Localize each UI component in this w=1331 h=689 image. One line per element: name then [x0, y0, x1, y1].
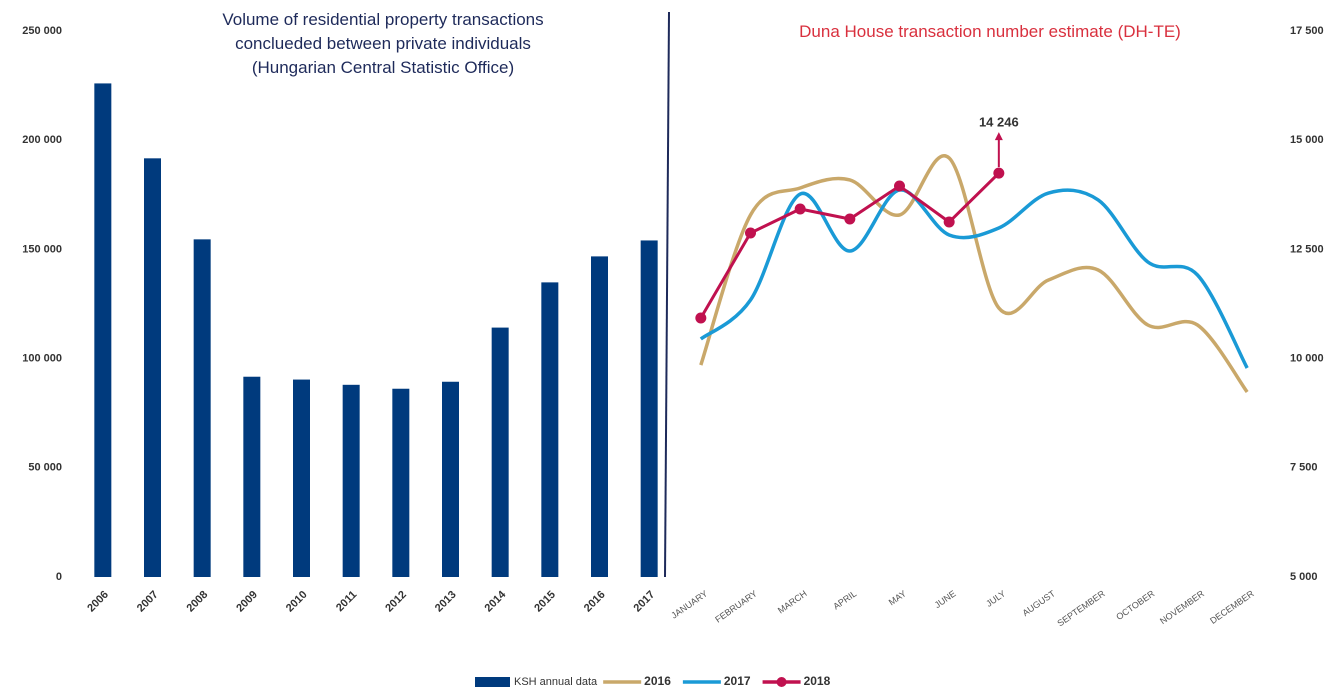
y-tick-label: 50 000 — [28, 462, 62, 474]
x-tick-label: 2013 — [433, 589, 459, 615]
x-tick-label: JUNE — [933, 588, 958, 610]
x-tick-label: 2009 — [234, 589, 260, 615]
line — [699, 153, 1249, 394]
annotation-arrowhead — [994, 132, 1003, 141]
x-tick-label: 2014 — [483, 588, 509, 614]
x-tick-label: 2008 — [185, 589, 211, 615]
x-tick-label: 2011 — [334, 589, 359, 614]
legend-label: KSH annual data — [514, 676, 598, 688]
y-tick-label: 0 — [56, 571, 62, 583]
bar — [392, 388, 410, 577]
marker — [993, 167, 1005, 179]
x-tick-label: 2015 — [532, 589, 558, 615]
legend-label: 2016 — [644, 674, 671, 688]
divider — [664, 11, 670, 578]
legend-label: 2017 — [724, 674, 751, 688]
bar — [243, 376, 261, 577]
bar — [193, 239, 211, 577]
bar — [591, 256, 608, 577]
x-tick-label: OCTOBER — [1114, 588, 1156, 622]
marker — [695, 312, 707, 324]
x-tick-label: JULY — [984, 588, 1007, 608]
x-tick-label: SEPTEMBER — [1055, 588, 1107, 628]
x-tick-label: 2012 — [383, 589, 409, 615]
x-tick-label: FEBRUARY — [713, 588, 759, 624]
x-tick-label: APRIL — [831, 588, 858, 611]
bar — [442, 381, 459, 577]
y-tick-label: 10 000 — [1290, 353, 1324, 365]
y-tick-label: 150 000 — [22, 243, 62, 255]
y-tick-label: 17 500 — [1290, 25, 1324, 37]
chart-title: Volume of residential property transacti… — [222, 10, 544, 77]
bar — [640, 240, 658, 577]
x-tick-label: NOVEMBER — [1158, 588, 1206, 626]
x-tick-label: 2016 — [582, 589, 608, 615]
y-tick-label: 12 500 — [1290, 243, 1324, 255]
y-tick-label: 200 000 — [22, 134, 62, 146]
x-tick-label: DECEMBER — [1208, 588, 1256, 626]
legend-swatch — [475, 677, 510, 687]
x-tick-label: 2007 — [135, 589, 161, 615]
marker — [745, 227, 756, 239]
annotation: 14 246 — [979, 115, 1019, 130]
y-tick-label: 7 500 — [1290, 462, 1318, 474]
marker — [794, 203, 806, 215]
y-tick-label: 15 000 — [1290, 134, 1324, 146]
marker — [844, 213, 856, 225]
legend-label: 2018 — [804, 674, 831, 688]
bar — [293, 379, 310, 577]
x-tick-label: 2010 — [284, 589, 310, 615]
x-tick-label: 2017 — [632, 589, 658, 615]
y-tick-label: 100 000 — [22, 353, 62, 365]
x-tick-label: 2006 — [85, 589, 111, 615]
x-tick-label: JANUARY — [669, 588, 709, 620]
marker — [894, 180, 905, 192]
y-tick-label: 250 000 — [22, 25, 62, 37]
bar — [94, 83, 112, 577]
marker — [943, 216, 955, 228]
x-tick-label: MAY — [887, 588, 908, 607]
bar — [342, 384, 360, 577]
bar — [541, 282, 559, 577]
bar — [491, 327, 509, 577]
line — [699, 188, 1249, 369]
bar — [144, 158, 161, 577]
line — [699, 172, 1000, 319]
x-tick-label: AUGUST — [1021, 588, 1058, 618]
y-tick-label: 5 000 — [1290, 571, 1318, 583]
chart-title: Duna House transaction number estimate (… — [799, 22, 1181, 41]
legend-marker — [776, 677, 787, 687]
x-tick-label: MARCH — [776, 588, 809, 615]
